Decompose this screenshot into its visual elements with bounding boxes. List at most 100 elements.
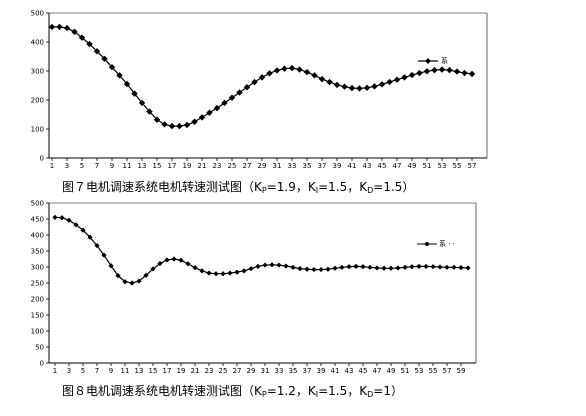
- chart-1-data-point: [176, 122, 183, 130]
- chart-1-data-point: [108, 64, 116, 71]
- chart-1-x-tick-label: 7: [95, 162, 99, 170]
- chart-2-data-point: [374, 265, 380, 271]
- chart-1-data-point: [453, 68, 461, 75]
- chart-2-data-point: [52, 214, 58, 220]
- chart-2-data-point: [94, 242, 100, 249]
- chart-2-series-line: [54, 216, 469, 284]
- chart-2-data-point: [199, 268, 205, 274]
- chart-2-x-tick-label: 43: [345, 367, 354, 375]
- chart-2-data-point: [297, 266, 303, 272]
- chart-1-data-point: [416, 69, 423, 77]
- chart-2-y-tick-label: 250: [31, 280, 44, 288]
- chart-2-data-point: [465, 265, 471, 271]
- chart-2-data-point: [283, 263, 289, 269]
- chart-1-x-axis: 1 3 5 7 9 11 13 15 17 19 21 23 25 27 29 31 33 35 37 39 41 43 4…: [50, 158, 476, 170]
- chart-1-y-axis: 0 100 200 300 400 500: [31, 10, 49, 163]
- chart-1-x-tick-label: 19: [183, 162, 192, 170]
- chart-1-data-point: [438, 66, 446, 73]
- chart-1-data-point: [93, 48, 101, 55]
- chart-1-x-tick-label: 31: [273, 162, 282, 170]
- chart-1-data-point: [123, 80, 131, 88]
- chart-1-data-point: [243, 84, 251, 91]
- chart-2-data-point: [367, 264, 373, 270]
- chart-1-data-point: [161, 121, 168, 128]
- chart-2-x-tick-label: 55: [429, 367, 438, 375]
- chart-1-data-point: [378, 81, 386, 88]
- chart-2-data-point: [122, 279, 128, 285]
- chart-2-x-tick-label: 17: [163, 367, 172, 375]
- chart-1-plot-area: [48, 12, 488, 159]
- chart-2-x-tick-label: 31: [261, 367, 270, 375]
- chart-2-legend: 系 · ·: [417, 239, 455, 248]
- chart-2-data-point: [276, 262, 282, 268]
- chart-2-y-tick-label: 500: [31, 200, 44, 208]
- chart-1-data-point: [71, 28, 78, 36]
- chart-2-x-tick-label: 11: [121, 367, 130, 375]
- chart-2-x-tick-label: 21: [191, 367, 200, 375]
- chart-1-data-point: [236, 89, 243, 96]
- chart-2-data-point: [101, 252, 107, 258]
- chart-2-data-point: [409, 264, 415, 270]
- chart-2-data-point: [206, 270, 212, 276]
- chart-2-y-tick-label: 50: [35, 344, 44, 352]
- chart-2-x-tick-label: 15: [149, 367, 158, 375]
- chart-2-y-tick-label: 300: [31, 264, 44, 272]
- chart-2-data-point: [325, 266, 331, 272]
- chart-1-x-tick-label: 55: [453, 162, 462, 170]
- chart-1-data-point: [168, 122, 176, 130]
- chart-2-y-axis: 0 50 100 150 200 250 300 350 400 450 500: [31, 200, 49, 368]
- chart-1-data-point: [341, 83, 348, 90]
- chart-2-data-point: [136, 278, 142, 284]
- chart-2-series: [52, 214, 471, 286]
- chart-1-x-tick-label: 35: [303, 162, 312, 170]
- chart-1-data-point: [348, 84, 356, 92]
- chart-2-data-point: [143, 272, 149, 278]
- chart-1-data-point: [468, 70, 476, 78]
- chart-2-data-point: [451, 264, 457, 270]
- chart-2-data-point: [255, 263, 261, 269]
- chart-2-data-point: [73, 222, 79, 228]
- chart-1-x-tick-label: 37: [318, 162, 327, 170]
- chart-2-data-point: [66, 217, 72, 223]
- chart-2-caption: 图８电机调速系统电机转速测试图（KP=1.2，KI=1.5，KD=1）: [62, 383, 403, 399]
- chart-1-x-tick-label: 53: [438, 162, 447, 170]
- chart-2-x-tick-label: 3: [67, 367, 71, 375]
- chart-1-data-point: [206, 109, 213, 116]
- chart-2-data-point: [185, 261, 191, 267]
- chart-2-data-point: [304, 266, 310, 272]
- chart-1-series: [48, 23, 476, 130]
- chart-2-data-point: [353, 263, 359, 269]
- chart-1-data-point: [228, 94, 236, 101]
- chart-1-data-point: [408, 71, 416, 79]
- chart-2-data-point: [87, 234, 93, 240]
- chart-2-x-tick-label: 41: [331, 367, 340, 375]
- chart-1-x-tick-label: 17: [168, 162, 177, 170]
- chart-1-data-point: [213, 104, 221, 112]
- chart-1-data-point: [273, 67, 281, 74]
- chart-2-data-point: [458, 265, 464, 271]
- chart-1-x-tick-label: 29: [258, 162, 267, 170]
- chart-2-data-point: [269, 262, 275, 268]
- chart-2-y-tick-label: 200: [31, 296, 44, 304]
- chart-2-data-point: [437, 264, 443, 270]
- chart-2-data-point: [150, 266, 156, 272]
- chart-1-data-point: [146, 108, 153, 115]
- chart-2-x-tick-label: 1: [53, 367, 57, 375]
- chart-2-data-point: [108, 263, 114, 269]
- chart-2-data-point: [220, 271, 226, 277]
- chart-1-data-point: [318, 75, 326, 83]
- chart-1-data-point: [251, 78, 258, 86]
- chart-1-data-point: [101, 55, 108, 63]
- chart-1-x-tick-label: 9: [110, 162, 114, 170]
- chart-2-x-tick-label: 13: [135, 367, 144, 375]
- legend-marker-icon: [425, 242, 429, 246]
- chart-1-x-tick-label: 47: [393, 162, 402, 170]
- chart-1-legend: 系: [418, 56, 448, 65]
- chart-1-caption: 图７电机调速系统电机转速测试图（KP=1.9，KI=1.5，KD=1.5）: [62, 179, 414, 195]
- chart-2-y-tick-label: 350: [31, 248, 44, 256]
- chart-2-data-point: [248, 266, 254, 272]
- chart-2-data-point: [80, 227, 86, 233]
- chart-1-data-point: [288, 64, 296, 72]
